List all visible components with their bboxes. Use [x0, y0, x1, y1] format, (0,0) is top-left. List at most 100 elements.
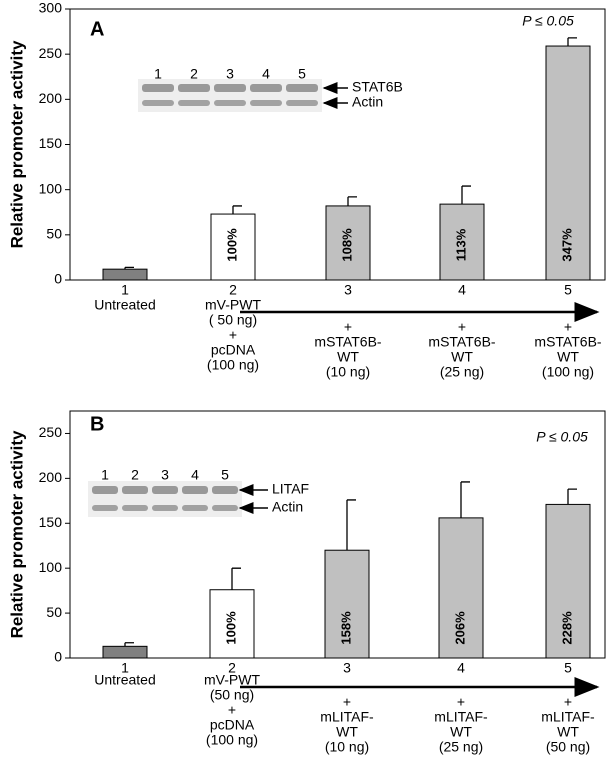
x-tick-label: 4 [457, 660, 465, 676]
y-tick-label: 100 [39, 559, 63, 575]
condition-label: ( 50 ng) [209, 312, 257, 328]
condition-label: WT [451, 349, 473, 365]
y-tick-label: 250 [39, 45, 63, 61]
condition-label: mLITAF- [541, 709, 595, 725]
bar [438, 517, 484, 659]
error-bar [347, 196, 357, 206]
band-label: Actin [272, 499, 303, 515]
condition-label: (10 ng) [325, 739, 369, 755]
condition-label: + [458, 319, 466, 335]
lane-number: 2 [190, 66, 198, 82]
bar-label: 206% [452, 611, 467, 645]
condition-label: mSTAT6B- [534, 334, 601, 350]
error-bar [461, 185, 471, 205]
error-bar [460, 481, 470, 518]
condition-label: mLITAF- [320, 709, 374, 725]
x-tick-label: 3 [344, 282, 352, 298]
y-tick-label: 200 [39, 90, 63, 106]
error-bar [567, 37, 577, 47]
x-tick-label: 2 [229, 282, 237, 298]
condition-label: WT [336, 724, 358, 740]
band-label: STAT6B [352, 79, 403, 95]
bar-label: 108% [339, 228, 354, 262]
condition-label: (100 ng) [207, 357, 259, 373]
bar-label: 113% [453, 228, 468, 261]
bar [102, 268, 148, 281]
condition-label: Untreated [94, 297, 155, 313]
error-bar [232, 205, 242, 215]
y-tick-label: 150 [39, 135, 63, 151]
condition-label: (50 ng) [210, 687, 254, 703]
y-axis-label: Relative promoter activity [7, 40, 26, 248]
lane-number: 3 [161, 467, 169, 483]
bar [209, 589, 255, 659]
condition-label: + [343, 694, 351, 710]
error-bar [346, 499, 356, 551]
lane-number: 4 [262, 66, 270, 82]
bar [102, 645, 148, 659]
condition-label: mSTAT6B- [428, 334, 495, 350]
condition-label: pcDNA [211, 342, 256, 358]
lane-number: 5 [221, 467, 229, 483]
condition-label: + [229, 327, 237, 343]
bar [545, 45, 591, 281]
y-axis-label: Relative promoter activity [7, 430, 26, 638]
y-tick-label: 200 [39, 469, 63, 485]
blot-background [88, 481, 242, 517]
error-bar [124, 266, 134, 270]
x-tick-label: 1 [121, 660, 129, 676]
lane-number: 1 [154, 66, 162, 82]
y-tick-label: 250 [39, 424, 63, 440]
y-tick-label: 150 [39, 514, 63, 530]
x-tick-label: 2 [228, 660, 236, 676]
error-bar [124, 642, 134, 647]
bar [210, 213, 256, 281]
condition-label: (100 ng) [542, 364, 594, 380]
lane-number: 3 [226, 66, 234, 82]
bar-label: 347% [559, 228, 574, 262]
y-tick-label: 300 [39, 0, 63, 16]
bar [545, 503, 591, 659]
bar [324, 549, 370, 659]
condition-label: (25 ng) [440, 364, 484, 380]
y-tick-label: 50 [46, 604, 62, 620]
band-label: Actin [352, 94, 383, 110]
error-bar [567, 488, 577, 505]
condition-label: WT [450, 724, 472, 740]
x-tick-label: 3 [343, 660, 351, 676]
condition-label: pcDNA [210, 717, 255, 733]
y-tick-label: 50 [46, 226, 62, 242]
lane-number: 2 [131, 467, 139, 483]
condition-label: mV-PWT [204, 672, 260, 688]
lane-number: 1 [101, 467, 109, 483]
blot-background [138, 79, 322, 112]
lane-number: 5 [298, 66, 306, 82]
y-tick-label: 0 [54, 271, 62, 287]
condition-label: + [228, 702, 236, 718]
bar [325, 205, 371, 281]
condition-label: WT [337, 349, 359, 365]
panel-label: A [90, 18, 104, 40]
condition-label: (25 ng) [439, 739, 483, 755]
condition-label: mV-PWT [205, 297, 261, 313]
bar-label: 100% [224, 228, 239, 262]
bar-label: 158% [338, 611, 353, 645]
condition-label: mLITAF- [434, 709, 488, 725]
y-tick-label: 0 [54, 649, 62, 665]
condition-label: WT [557, 349, 579, 365]
x-tick-label: 1 [121, 282, 129, 298]
error-bar [231, 567, 241, 590]
panel-label: B [90, 413, 104, 435]
condition-label: (100 ng) [206, 732, 258, 748]
lane-number: 4 [191, 467, 199, 483]
condition-label: + [564, 319, 572, 335]
condition-label: (50 ng) [546, 739, 590, 755]
bar-label: 228% [559, 611, 574, 645]
condition-label: + [457, 694, 465, 710]
condition-label: (10 ng) [326, 364, 370, 380]
condition-label: Untreated [94, 672, 155, 688]
bar-label: 100% [223, 611, 238, 645]
significance-annotation: P ≤ 0.05 [522, 13, 574, 29]
condition-label: WT [557, 724, 579, 740]
